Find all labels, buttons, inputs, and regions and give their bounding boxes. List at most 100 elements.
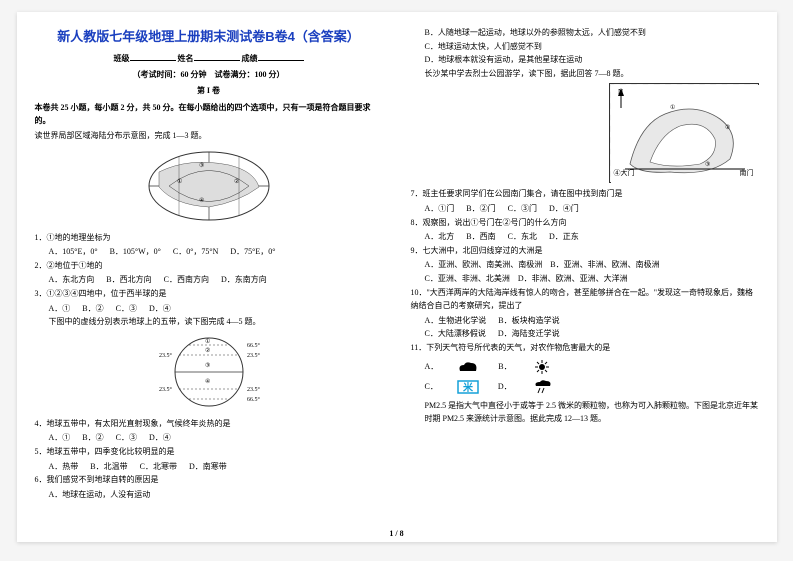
svg-text:③: ③: [705, 161, 710, 168]
name-blank: [194, 52, 240, 61]
q1-options: A．105°E，0° B．105°W，0° C．0°，75°N D．75°E，0…: [49, 245, 383, 259]
world-map-icon: ① ② ③ ④: [139, 147, 279, 225]
student-meta: 班级 姓名 成绩: [35, 52, 383, 66]
fig1-intro: 读世界局部区域海陆分布示意图，完成 1—3 题。: [35, 129, 383, 143]
q3-opt-d: D．④: [149, 302, 171, 316]
figure-1: ① ② ③ ④: [35, 147, 383, 225]
class-blank: [130, 52, 176, 61]
svg-text:23.5°: 23.5°: [247, 352, 261, 359]
svg-text:米: 米: [463, 381, 474, 394]
map-gate-s: 南门: [740, 168, 754, 180]
class-label: 班级: [114, 54, 130, 63]
q5-stem: 5．地球五带中，四季变化比较明显的是: [35, 445, 383, 459]
section-1-intro: 本卷共 25 小题，每小题 2 分，共 50 分。在每小题给出的四个选项中，只有…: [35, 101, 383, 128]
page-number: 1 / 8: [17, 529, 777, 538]
q11-stem: 11．下列天气符号所代表的天气，对农作物危害最大的是: [411, 341, 759, 355]
time-info: （考试时间：60 分钟 试卷满分：100 分）: [35, 68, 383, 82]
svg-text:66.5°: 66.5°: [247, 396, 261, 403]
q3-options: A．① B．② C．③ D．④: [49, 302, 383, 316]
figure-2: 66.5° 23.5° 23.5° 66.5° ① ② ③ ④ 23.5° 23…: [35, 333, 383, 411]
q8-opt-a: A．北方: [425, 230, 455, 244]
q7-opt-c: C．③门: [508, 202, 537, 216]
q2-opt-a: A．东北方向: [49, 273, 95, 287]
q10-opt-c: C．大陆漂移假说: [425, 327, 486, 341]
exam-title: 新人教版七年级地理上册期末测试卷B卷4（含答案）: [35, 26, 383, 48]
svg-text:23.5°: 23.5°: [159, 386, 173, 393]
right-column: B．人随地球一起运动，地球以外的参照物太远，人们感觉不到 C．地球运动太快，人们…: [397, 26, 759, 532]
q7-opt-b: B．②门: [466, 202, 495, 216]
q9-options-2: C．亚洲、非洲、北美洲 D．非洲、欧洲、亚洲、大洋洲: [425, 272, 759, 286]
cloud-icon: [456, 359, 480, 375]
q10-opt-d: D．海陆变迁学说: [498, 327, 560, 341]
pm25-intro: PM2.5 是指大气中直径小于或等于 2.5 微米的颗粒物，也称为可入肺颗粒物。…: [425, 399, 759, 426]
q2-stem: 2．②地位于①地的: [35, 259, 383, 273]
q8-opt-c: C．东北: [508, 230, 537, 244]
q7-opt-a: A．①门: [425, 202, 455, 216]
q6-stem: 6．我们感觉不到地球自转的原因是: [35, 473, 383, 487]
q6-opt-b: B．人随地球一起运动，地球以外的参照物太远，人们感觉不到: [425, 26, 759, 40]
section-1-label: 第 I 卷: [35, 84, 383, 98]
q11-opt-b-label: B．: [498, 360, 511, 374]
svg-text:②: ②: [205, 347, 210, 354]
q6-opt-a: A．地球在运动，人没有运动: [49, 488, 383, 502]
svg-text:②: ②: [234, 178, 239, 185]
q5-opt-b: B．北温带: [90, 460, 127, 474]
q5-options: A．热带 B．北温带 C．北寒带 D．南寒带: [49, 460, 383, 474]
q4-opt-d: D．④: [149, 431, 171, 445]
q5-opt-a: A．热带: [49, 460, 79, 474]
q2-opt-c: C．西南方向: [164, 273, 209, 287]
q4-options: A．① B．② C．③ D．④: [49, 431, 383, 445]
q10-stem: 10．"大西洋两岸的大陆海岸线有惊人的吻合，甚至能够拼合在一起。"发现这一奇特现…: [411, 286, 759, 313]
svg-text:③: ③: [199, 162, 204, 169]
q1-stem: 1．①地的地理坐标为: [35, 231, 383, 245]
q8-options: A．北方 B．西南 C．东北 D．正东: [425, 230, 759, 244]
svg-text:④: ④: [199, 197, 204, 204]
q11-opt-c-label: C．: [425, 380, 438, 394]
q5-opt-d: D．南寒带: [189, 460, 227, 474]
five-zones-icon: 66.5° 23.5° 23.5° 66.5° ① ② ③ ④ 23.5° 23…: [149, 333, 269, 411]
q8-stem: 8．观察图，说出①号门在②号门的什么方向: [411, 216, 759, 230]
q11-row2: C． 米 D．: [425, 379, 759, 395]
fig2-intro: 下图中的虚线分别表示地球上的五带，读下图完成 4—5 题。: [49, 315, 383, 329]
svg-text:④: ④: [205, 378, 210, 385]
q3-opt-c: C．③: [116, 302, 137, 316]
q10-options: A．生物进化学说 B．板块构造学说 C．大陆漂移假说 D．海陆变迁学说: [425, 314, 759, 341]
q3-stem: 3．①②③④四地中，位于西半球的是: [35, 287, 383, 301]
q6-opt-d: D．地球根本就没有运动，是其他星球在运动: [425, 53, 759, 67]
q3-opt-b: B．②: [82, 302, 103, 316]
q4-opt-b: B．②: [82, 431, 103, 445]
q1-opt-a: A．105°E，0°: [49, 245, 98, 259]
q7-opt-d: D．④门: [549, 202, 579, 216]
q11-opt-a-label: A．: [425, 360, 439, 374]
q11-row1: A． B．: [425, 359, 759, 375]
svg-text:①: ①: [177, 178, 182, 185]
svg-text:②: ②: [725, 124, 730, 131]
q4-stem: 4．地球五带中，有太阳光直射现象，气候终年炎热的是: [35, 417, 383, 431]
svg-text:66.5°: 66.5°: [247, 342, 261, 349]
svg-text:23.5°: 23.5°: [247, 386, 261, 393]
q7-stem: 7．班主任要求同学们在公园南门集合，请在图中找到南门是: [411, 187, 759, 201]
svg-text:①: ①: [205, 338, 210, 345]
q3-opt-a: A．①: [49, 302, 71, 316]
q8-opt-b: B．西南: [466, 230, 495, 244]
q2-opt-d: D．东南方向: [221, 273, 267, 287]
q6-opt-c: C．地球运动太快，人们感觉不到: [425, 40, 759, 54]
q9-options-1: A．亚洲、欧洲、南美洲、南极洲 B．亚洲、非洲、欧洲、南极洲: [425, 258, 759, 272]
svg-text:①: ①: [670, 104, 675, 111]
rain-icon: [530, 379, 554, 395]
q11-opt-d-label: D．: [498, 380, 512, 394]
q4-opt-a: A．①: [49, 431, 71, 445]
q7-options: A．①门 B．②门 C．③门 D．④门: [425, 202, 759, 216]
map-gate-4: ④大门: [614, 168, 635, 180]
frost-icon: 米: [456, 379, 480, 395]
q2-opt-b: B．西北方向: [106, 273, 151, 287]
q5-opt-c: C．北寒带: [140, 460, 177, 474]
name-label: 姓名: [178, 54, 194, 63]
q10-opt-a: A．生物进化学说: [425, 314, 487, 328]
svg-text:③: ③: [205, 362, 210, 369]
q4-opt-c: C．③: [116, 431, 137, 445]
q1-opt-c: C．0°，75°N: [173, 245, 219, 259]
exam-page: 新人教版七年级地理上册期末测试卷B卷4（含答案） 班级 姓名 成绩 （考试时间：…: [17, 12, 777, 542]
q2-options: A．东北方向 B．西北方向 C．西南方向 D．东南方向: [49, 273, 383, 287]
score-blank: [258, 52, 304, 61]
